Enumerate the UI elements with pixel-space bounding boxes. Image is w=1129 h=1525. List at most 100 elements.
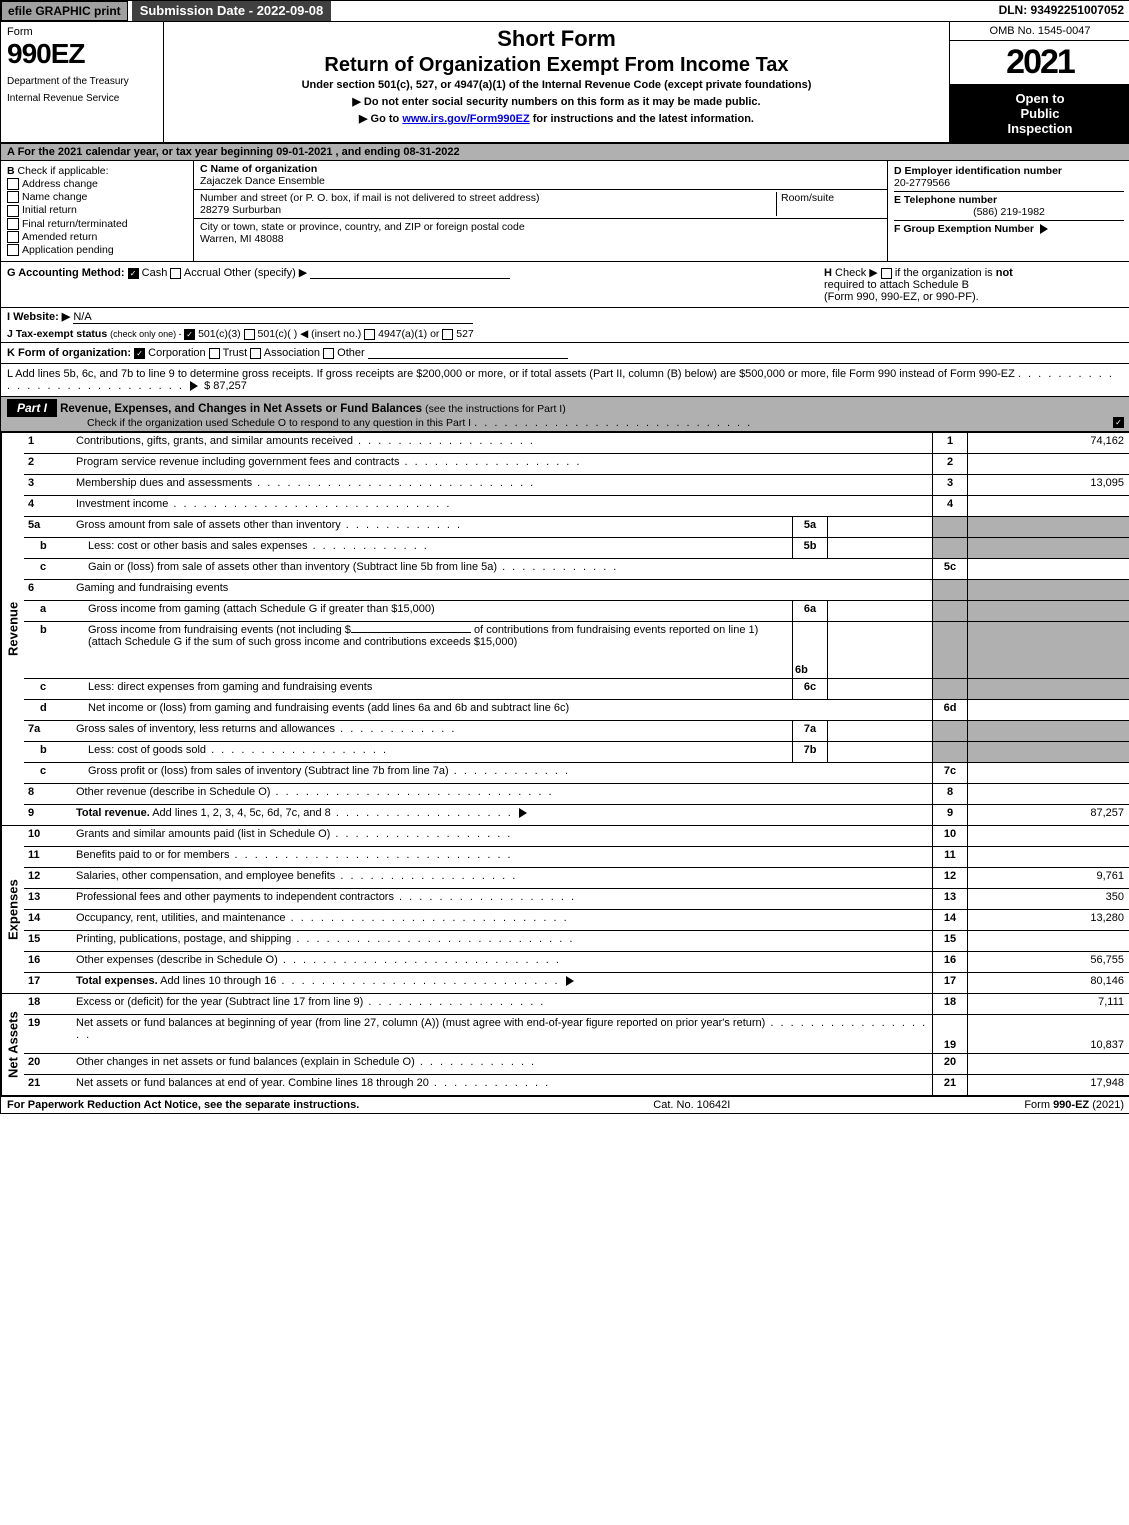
- line-18-num: 18: [24, 994, 72, 1014]
- checkbox-application-pending[interactable]: [7, 244, 19, 256]
- checkbox-address-change[interactable]: [7, 178, 19, 190]
- instruction-ssn: ▶ Do not enter social security numbers o…: [168, 95, 945, 108]
- line-6a-num: a: [24, 601, 84, 621]
- line-6a-sub: 6a: [792, 601, 827, 621]
- checkbox-name-change[interactable]: [7, 191, 19, 203]
- checkbox-corporation[interactable]: [134, 348, 145, 359]
- line-4-rn: 4: [932, 496, 967, 516]
- line-7a-num: 7a: [24, 721, 72, 741]
- tax-exempt-sub: (check only one) -: [110, 329, 184, 339]
- checkbox-4947[interactable]: [364, 329, 375, 340]
- checkbox-501c3[interactable]: [184, 329, 195, 340]
- line-8-val: [967, 784, 1129, 804]
- part-i-check-text: Check if the organization used Schedule …: [87, 417, 471, 429]
- other-specify-input[interactable]: [310, 278, 510, 279]
- revenue-section: Revenue 1Contributions, gifts, grants, a…: [1, 433, 1129, 826]
- short-form-title: Short Form: [168, 26, 945, 52]
- line-5b-subval: [827, 538, 932, 558]
- line-3-desc: Membership dues and assessments: [76, 477, 252, 489]
- arrow-icon-9: [519, 808, 527, 818]
- checkbox-association[interactable]: [250, 348, 261, 359]
- page-footer: For Paperwork Reduction Act Notice, see …: [1, 1097, 1129, 1113]
- checkbox-schedule-b[interactable]: [881, 268, 892, 279]
- checkbox-cash[interactable]: [128, 268, 139, 279]
- trust-label: Trust: [223, 347, 248, 359]
- line-6d-rn: 6d: [932, 700, 967, 720]
- line-4-val: [967, 496, 1129, 516]
- line-2-val: [967, 454, 1129, 474]
- inspection-line2: Public: [954, 106, 1126, 121]
- line-6-desc: Gaming and fundraising events: [76, 582, 228, 594]
- main-title: Return of Organization Exempt From Incom…: [168, 54, 945, 77]
- line-19-desc: Net assets or fund balances at beginning…: [76, 1017, 765, 1029]
- line-5a-subval: [827, 517, 932, 537]
- line-5b-sub: 5b: [792, 538, 827, 558]
- part-i-title: Revenue, Expenses, and Changes in Net As…: [60, 403, 422, 415]
- city-label: City or town, state or province, country…: [200, 221, 525, 233]
- corporation-label: Corporation: [148, 347, 205, 359]
- 4947-label: 4947(a)(1) or: [378, 328, 439, 340]
- footer-prefix: Form: [1024, 1099, 1053, 1111]
- line-5b-desc: Less: cost or other basis and sales expe…: [88, 540, 308, 552]
- section-l: L Add lines 5b, 6c, and 7b to line 9 to …: [1, 364, 1129, 397]
- line-7c-desc: Gross profit or (loss) from sales of inv…: [88, 765, 449, 777]
- inspection-line3: Inspection: [954, 121, 1126, 136]
- omb-number: OMB No. 1545-0047: [950, 22, 1129, 41]
- checkbox-accrual[interactable]: [170, 268, 181, 279]
- line-8-desc: Other revenue (describe in Schedule O): [76, 786, 270, 798]
- line-20-rn: 20: [932, 1054, 967, 1074]
- line-19-rn: 19: [932, 1015, 967, 1053]
- checkbox-other-org[interactable]: [323, 348, 334, 359]
- line-7a-sub: 7a: [792, 721, 827, 741]
- line-17-desc2: Add lines 10 through 16: [158, 975, 277, 987]
- h-text3: required to attach Schedule B: [824, 279, 969, 291]
- line-7b-sub: 7b: [792, 742, 827, 762]
- other-org-input[interactable]: [368, 358, 568, 359]
- line-6c-rn-shaded: [932, 679, 967, 699]
- line-13-rn: 13: [932, 889, 967, 909]
- line-12-num: 12: [24, 868, 72, 888]
- checkbox-initial-return[interactable]: [7, 205, 19, 217]
- section-def: D Employer identification number 20-2779…: [888, 161, 1129, 261]
- inspection-box: Open to Public Inspection: [950, 85, 1129, 142]
- line-7b-desc: Less: cost of goods sold: [88, 744, 206, 756]
- line-6b-num: b: [24, 622, 84, 678]
- line-6-rn-shaded: [932, 580, 967, 600]
- section-k: K Form of organization: Corporation Trus…: [1, 343, 1129, 364]
- line-7a-val-shaded: [967, 721, 1129, 741]
- checkbox-527[interactable]: [442, 329, 453, 340]
- line-10-desc: Grants and similar amounts paid (list in…: [76, 828, 330, 840]
- final-return-label: Final return/terminated: [22, 218, 128, 230]
- room-label: Room/suite: [781, 192, 834, 204]
- form-990ez: efile GRAPHIC print Submission Date - 20…: [0, 0, 1129, 1114]
- form-header: Form 990EZ Department of the Treasury In…: [1, 22, 1129, 144]
- checkbox-amended-return[interactable]: [7, 231, 19, 243]
- part-i-sub: (see the instructions for Part I): [425, 403, 566, 415]
- line-11-rn: 11: [932, 847, 967, 867]
- checkbox-final-return[interactable]: [7, 218, 19, 230]
- irs-link[interactable]: www.irs.gov/Form990EZ: [402, 113, 529, 125]
- h-text2: if the organization is: [895, 267, 996, 279]
- checkbox-trust[interactable]: [209, 348, 220, 359]
- line-16-val: 56,755: [967, 952, 1129, 972]
- line-4-desc: Investment income: [76, 498, 168, 510]
- 501c3-label: 501(c)(3): [198, 328, 241, 340]
- accrual-label: Accrual: [184, 267, 221, 279]
- line-6d-val: [967, 700, 1129, 720]
- line-6a-desc: Gross income from gaming (attach Schedul…: [88, 603, 435, 615]
- line-12-rn: 12: [932, 868, 967, 888]
- expenses-section: Expenses 10Grants and similar amounts pa…: [1, 826, 1129, 994]
- netassets-section: Net Assets 18Excess or (deficit) for the…: [1, 994, 1129, 1097]
- line-7c-val: [967, 763, 1129, 783]
- section-b-label: B: [7, 165, 15, 177]
- instruction-goto: ▶ Go to www.irs.gov/Form990EZ for instru…: [168, 112, 945, 125]
- other-org-label: Other: [337, 347, 365, 359]
- checkbox-501c[interactable]: [244, 329, 255, 340]
- address-change-label: Address change: [22, 178, 98, 190]
- checkbox-schedule-o[interactable]: [1113, 417, 1124, 428]
- line-13-desc: Professional fees and other payments to …: [76, 891, 394, 903]
- efile-print-button[interactable]: efile GRAPHIC print: [1, 1, 128, 21]
- line-6b-subval: [827, 622, 932, 678]
- section-b: B Check if applicable: Address change Na…: [1, 161, 194, 261]
- line-6c-val-shaded: [967, 679, 1129, 699]
